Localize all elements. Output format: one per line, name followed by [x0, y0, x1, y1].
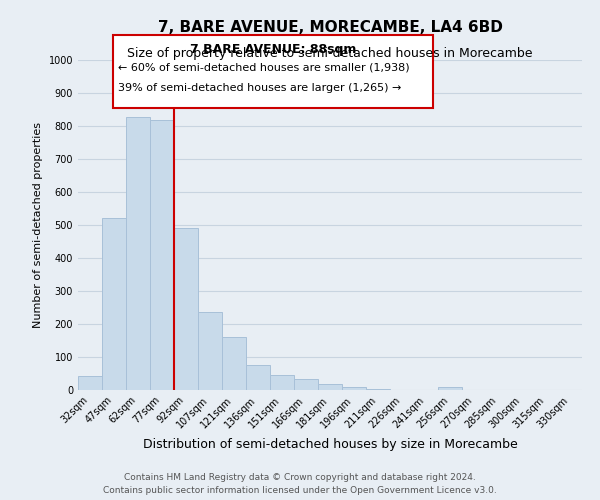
Bar — [270, 375, 294, 390]
Text: Size of property relative to semi-detached houses in Morecambe: Size of property relative to semi-detach… — [127, 48, 533, 60]
Bar — [78, 376, 102, 390]
Bar — [438, 388, 462, 390]
Bar — [318, 384, 342, 390]
Text: Contains HM Land Registry data © Crown copyright and database right 2024.
Contai: Contains HM Land Registry data © Crown c… — [103, 473, 497, 495]
Y-axis label: Number of semi-detached properties: Number of semi-detached properties — [33, 122, 43, 328]
Text: 39% of semi-detached houses are larger (1,265) →: 39% of semi-detached houses are larger (… — [118, 83, 401, 93]
Bar — [150, 120, 174, 390]
FancyBboxPatch shape — [113, 35, 433, 108]
Bar — [342, 386, 366, 390]
Bar — [222, 336, 246, 390]
X-axis label: Distribution of semi-detached houses by size in Morecambe: Distribution of semi-detached houses by … — [143, 438, 517, 451]
Bar — [294, 380, 318, 390]
Bar — [102, 218, 126, 390]
Bar — [246, 365, 270, 390]
Bar — [174, 228, 198, 390]
Text: 7 BARE AVENUE: 88sqm: 7 BARE AVENUE: 88sqm — [190, 44, 356, 57]
Text: 7, BARE AVENUE, MORECAMBE, LA4 6BD: 7, BARE AVENUE, MORECAMBE, LA4 6BD — [158, 20, 502, 35]
Bar — [126, 117, 150, 390]
Bar — [198, 312, 222, 390]
Text: ← 60% of semi-detached houses are smaller (1,938): ← 60% of semi-detached houses are smalle… — [118, 62, 410, 72]
